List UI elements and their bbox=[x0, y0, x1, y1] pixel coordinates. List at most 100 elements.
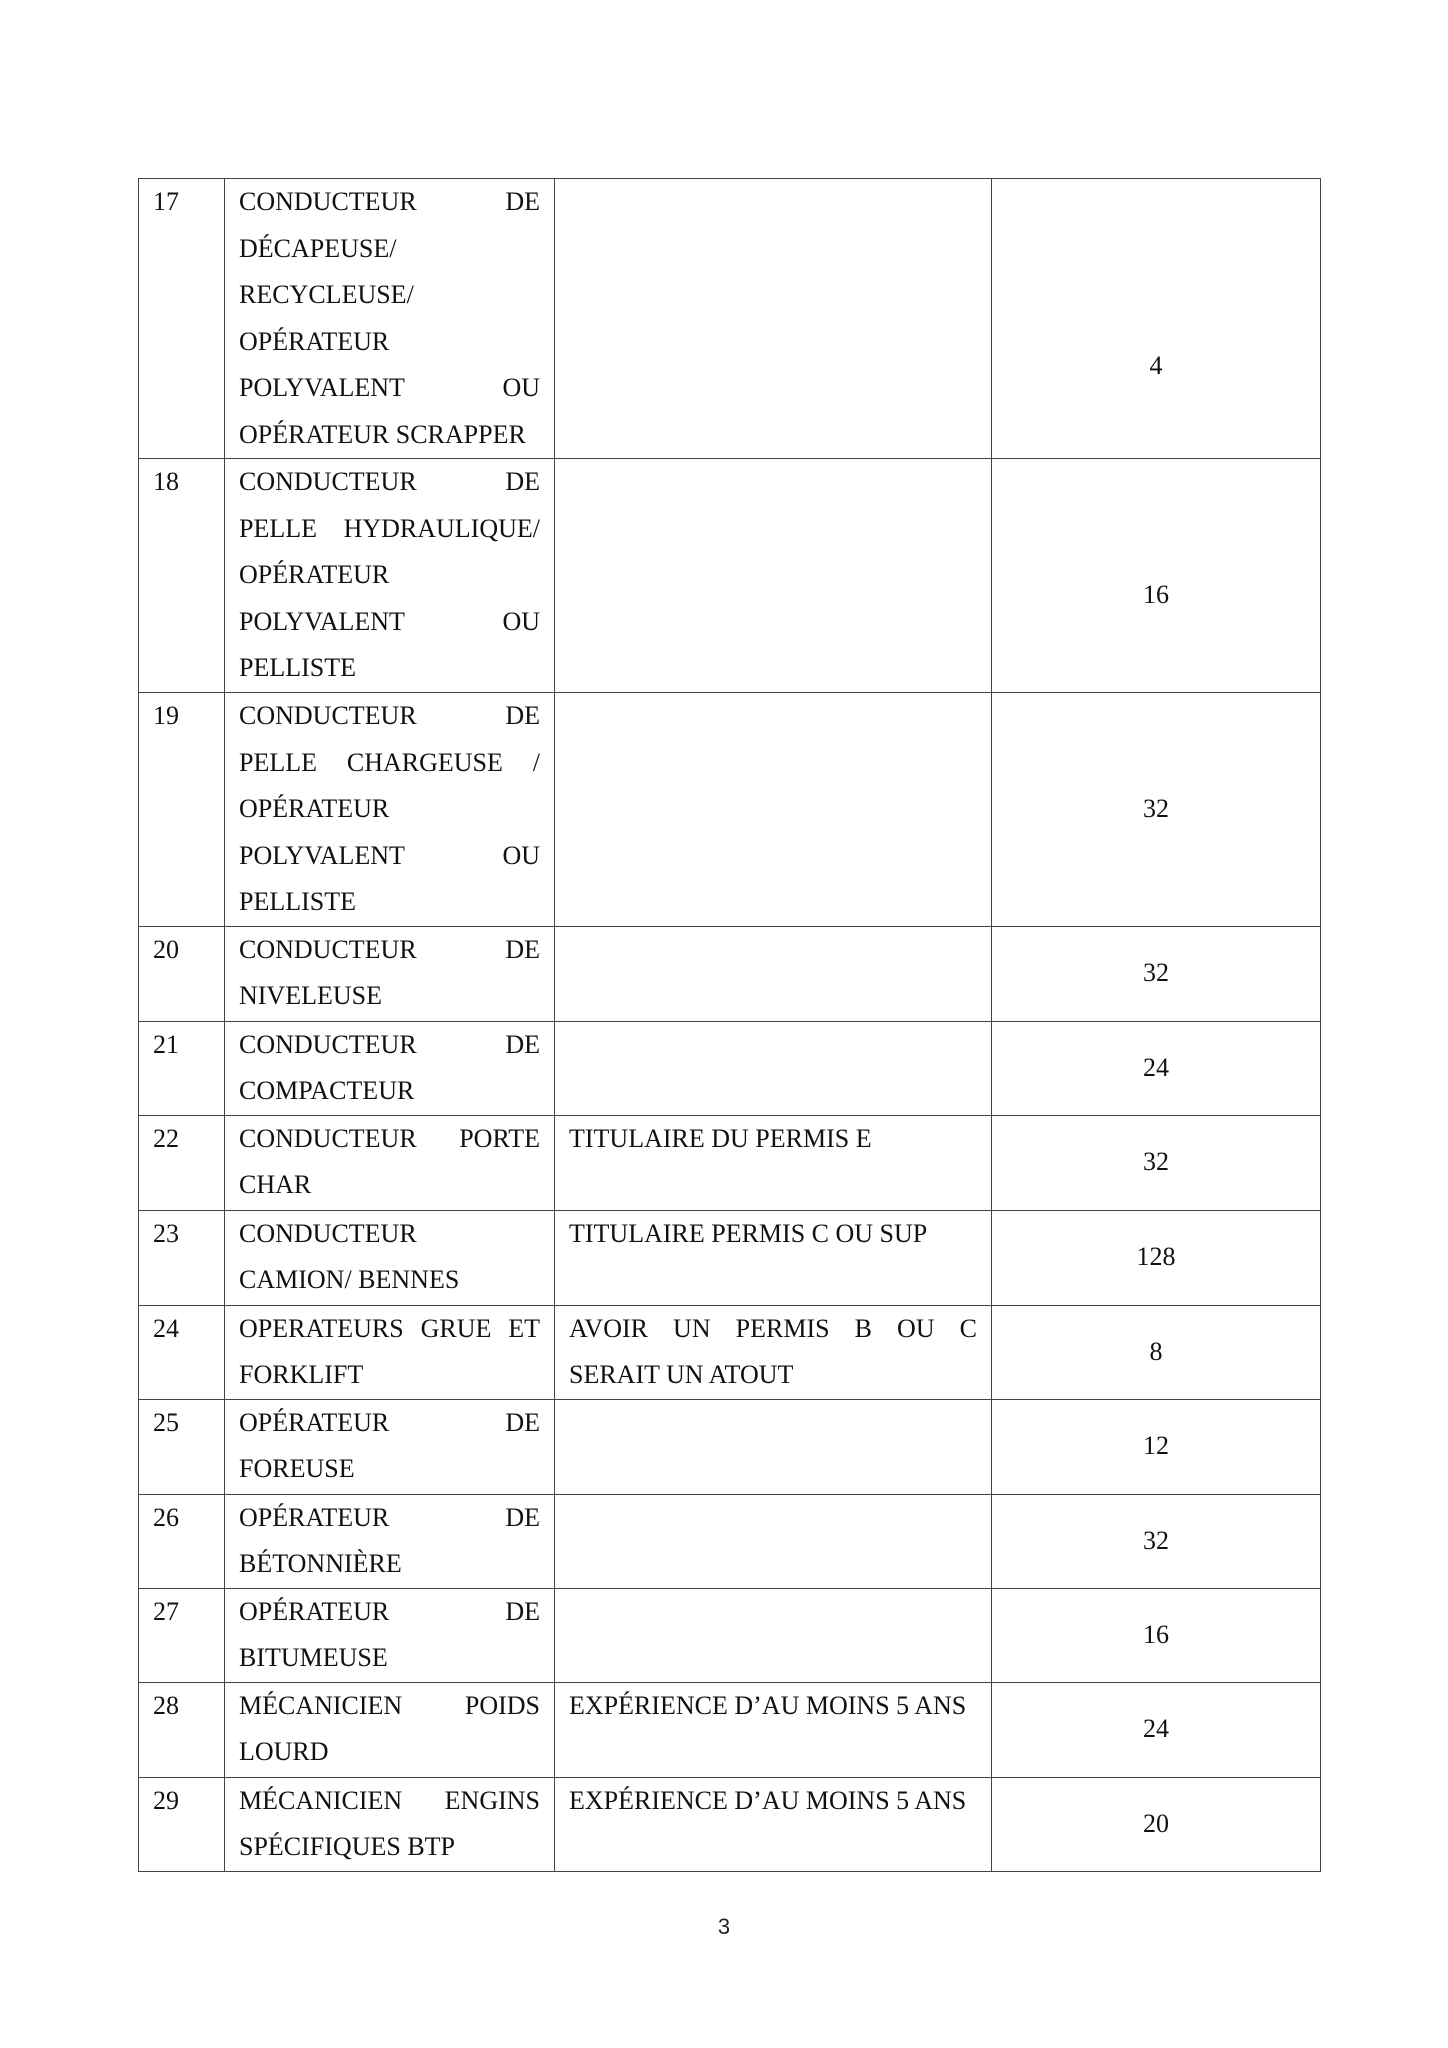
row-number-text: 28 bbox=[153, 1690, 179, 1720]
table-row: 23 CONDUCTEUR CAMION/ BENNES TITULAIRE PERM… bbox=[138, 1209, 1321, 1306]
row-number-text: 21 bbox=[153, 1029, 179, 1059]
table-row: 28 MÉCANICIEN POIDS LOURD EXPÉRIENCE D’AU M… bbox=[138, 1681, 1321, 1778]
job-title-cell: CONDUCTEUR DE PELLE HYDRAULIQUE/OPÉRATEUR… bbox=[224, 458, 555, 693]
row-number-text: 27 bbox=[153, 1596, 179, 1626]
table-row: 27 OPÉRATEUR DE BITUMEUSE 16 bbox=[138, 1587, 1321, 1683]
conditions-cell bbox=[554, 1587, 992, 1683]
job-title-cell: MÉCANICIEN POIDS LOURD bbox=[224, 1681, 555, 1778]
poste-line: PELLISTE bbox=[239, 653, 356, 682]
headcount-value: 32 bbox=[1143, 1525, 1169, 1555]
row-number: 23 bbox=[138, 1209, 225, 1306]
headcount-value: 16 bbox=[1143, 1619, 1169, 1649]
table-row: 19 CONDUCTEUR DE PELLE CHARGEUSE / OPÉRATEU… bbox=[138, 692, 1321, 927]
poste-line: OPÉRATEUR bbox=[239, 794, 390, 823]
conditions-cell: TITULAIRE DU PERMIS E bbox=[554, 1114, 992, 1211]
table-row: 21 CONDUCTEUR DE COMPACTEUR 24 bbox=[138, 1020, 1321, 1116]
job-title-cell: MÉCANICIEN ENGINS SPÉCIFIQUES BTP bbox=[224, 1776, 555, 1872]
row-number-text: 24 bbox=[153, 1313, 179, 1343]
poste-line: NIVELEUSE bbox=[239, 981, 382, 1010]
conditions-line: TITULAIRE PERMIS C OU SUP bbox=[569, 1218, 928, 1248]
table-row: 17 CONDUCTEUR DE DÉCAPEUSE/RECYCLEUSE/OPÉR… bbox=[138, 178, 1321, 459]
poste-line: BITUMEUSE bbox=[239, 1643, 388, 1672]
poste-line: FOREUSE bbox=[239, 1454, 355, 1483]
poste-line: PELLE CHARGEUSE / bbox=[239, 747, 540, 777]
poste-line: MÉCANICIEN ENGINS bbox=[239, 1785, 540, 1815]
headcount-value: 12 bbox=[1143, 1431, 1169, 1461]
headcount-cell: 12 bbox=[991, 1398, 1321, 1495]
headcount-value: 8 bbox=[1149, 1336, 1163, 1366]
job-title-cell: OPÉRATEUR DE BITUMEUSE bbox=[224, 1587, 555, 1683]
row-number: 18 bbox=[138, 458, 225, 693]
job-title-cell: CONDUCTEUR CAMION/ BENNES bbox=[224, 1209, 555, 1306]
table-row: 18 CONDUCTEUR DE PELLE HYDRAULIQUE/OPÉRATE… bbox=[138, 458, 1321, 693]
job-title-cell: CONDUCTEUR DE DÉCAPEUSE/RECYCLEUSE/OPÉRAT… bbox=[224, 178, 555, 459]
row-number-text: 22 bbox=[153, 1123, 179, 1153]
poste-line: POLYVALENT OU bbox=[239, 373, 540, 402]
job-title-cell: CONDUCTEUR PORTE CHAR bbox=[224, 1114, 555, 1211]
job-title-cell: CONDUCTEUR DE PELLE CHARGEUSE / OPÉRATEUR P… bbox=[224, 692, 555, 927]
headcount-cell: 32 bbox=[991, 925, 1321, 1022]
headcount-value: 16 bbox=[1143, 580, 1169, 610]
poste-line: CONDUCTEUR DE bbox=[239, 467, 540, 496]
poste-line: POLYVALENT OU bbox=[239, 840, 540, 870]
headcount-value: 32 bbox=[1143, 1147, 1169, 1177]
headcount-cell: 16 bbox=[991, 458, 1321, 693]
conditions-cell bbox=[554, 458, 992, 693]
headcount-cell: 20 bbox=[991, 1776, 1321, 1872]
row-number-text: 18 bbox=[153, 467, 179, 496]
row-number: 19 bbox=[138, 692, 225, 927]
conditions-cell bbox=[554, 178, 992, 459]
poste-line: SPÉCIFIQUES BTP bbox=[239, 1832, 455, 1861]
headcount-cell: 24 bbox=[991, 1020, 1321, 1116]
row-number: 21 bbox=[138, 1020, 225, 1116]
conditions-cell: EXPÉRIENCE D’AU MOINS 5 ANS bbox=[554, 1776, 992, 1872]
row-number: 27 bbox=[138, 1587, 225, 1683]
poste-line: CONDUCTEUR bbox=[239, 1218, 417, 1248]
row-number-text: 29 bbox=[153, 1785, 179, 1815]
row-number: 24 bbox=[138, 1304, 225, 1400]
poste-line: CONDUCTEUR PORTE bbox=[239, 1123, 540, 1153]
conditions-line: EXPÉRIENCE D’AU MOINS 5 ANS bbox=[569, 1785, 967, 1815]
row-number: 29 bbox=[138, 1776, 225, 1872]
headcount-cell: 32 bbox=[991, 692, 1321, 927]
poste-line: CONDUCTEUR DE bbox=[239, 1029, 540, 1059]
poste-line: CONDUCTEUR DE bbox=[239, 934, 540, 964]
row-number: 25 bbox=[138, 1398, 225, 1495]
poste-line: PELLE HYDRAULIQUE/ bbox=[239, 513, 540, 543]
conditions-cell bbox=[554, 692, 992, 927]
poste-line: OPÉRATEUR DE bbox=[239, 1502, 540, 1532]
row-number: 28 bbox=[138, 1681, 225, 1778]
job-title-cell: CONDUCTEUR DE COMPACTEUR bbox=[224, 1020, 555, 1116]
job-title-cell: CONDUCTEUR DE NIVELEUSE bbox=[224, 925, 555, 1022]
poste-line: DÉCAPEUSE/ bbox=[239, 233, 397, 263]
conditions-cell: AVOIR UN PERMIS B OU C SERAIT UN ATOUT bbox=[554, 1304, 992, 1400]
page-number: 3 bbox=[717, 1914, 731, 1939]
conditions-cell bbox=[554, 1020, 992, 1116]
headcount-cell: 24 bbox=[991, 1681, 1321, 1778]
conditions-line: EXPÉRIENCE D’AU MOINS 5 ANS bbox=[569, 1690, 967, 1720]
table-row: 24 OPERATEURS GRUE ET FORKLIFT AVOIR UN PER… bbox=[138, 1304, 1321, 1400]
poste-line: OPÉRATEUR bbox=[239, 560, 390, 589]
headcount-value: 32 bbox=[1143, 794, 1169, 823]
table-row: 20 CONDUCTEUR DE NIVELEUSE 32 bbox=[138, 925, 1321, 1022]
conditions-cell: EXPÉRIENCE D’AU MOINS 5 ANS bbox=[554, 1681, 992, 1778]
row-number-text: 25 bbox=[153, 1407, 179, 1437]
row-number: 26 bbox=[138, 1493, 225, 1589]
conditions-cell bbox=[554, 1493, 992, 1589]
headcount-value: 128 bbox=[1136, 1242, 1176, 1272]
headcount-cell: 4 bbox=[991, 178, 1321, 459]
row-number-text: 20 bbox=[153, 934, 179, 964]
poste-line: LOURD bbox=[239, 1737, 329, 1766]
poste-line: OPÉRATEUR SCRAPPER bbox=[239, 419, 526, 449]
poste-line: POLYVALENT OU bbox=[239, 606, 540, 636]
headcount-value: 4 bbox=[1149, 350, 1163, 380]
job-title-cell: OPÉRATEUR DE BÉTONNIÈRE bbox=[224, 1493, 555, 1589]
poste-line: BÉTONNIÈRE bbox=[239, 1549, 402, 1578]
poste-line: RECYCLEUSE/ bbox=[239, 280, 414, 309]
row-number-text: 26 bbox=[153, 1502, 179, 1532]
poste-line: OPÉRATEUR DE bbox=[239, 1596, 540, 1626]
poste-line: CAMION/ BENNES bbox=[239, 1265, 460, 1294]
headcount-cell: 128 bbox=[991, 1209, 1321, 1306]
job-table: 17 CONDUCTEUR DE DÉCAPEUSE/RECYCLEUSE/OPÉR… bbox=[138, 178, 1321, 1872]
row-number-text: 23 bbox=[153, 1218, 179, 1248]
